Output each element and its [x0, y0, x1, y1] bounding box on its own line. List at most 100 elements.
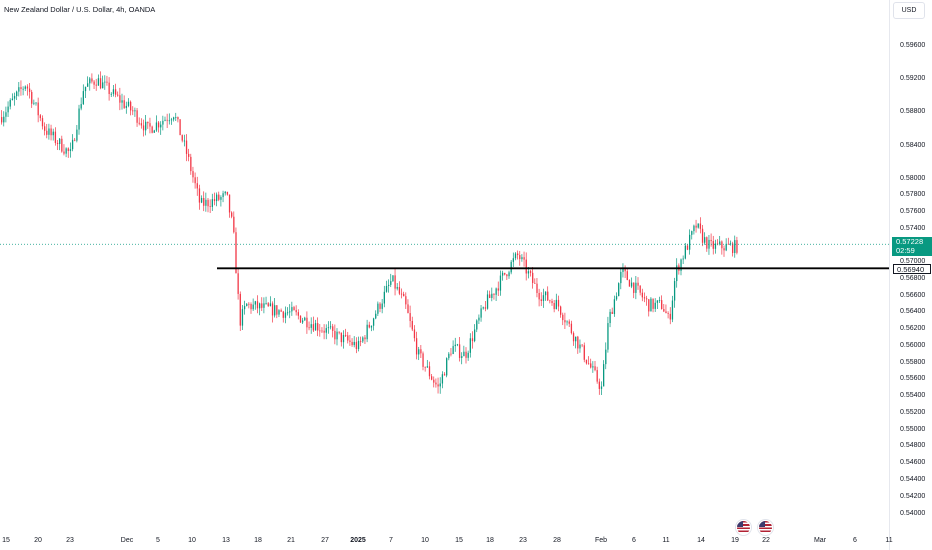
price-axis-label: 0.58800 — [900, 108, 926, 115]
us-flag-icon[interactable] — [736, 520, 751, 535]
candle-body — [424, 366, 426, 368]
candle-body — [736, 240, 738, 253]
candle-body — [566, 321, 568, 323]
candle-body — [388, 284, 390, 286]
price-axis-divider — [889, 0, 890, 550]
candle-body — [575, 336, 577, 342]
price-axis-label: 0.55200 — [900, 409, 926, 416]
candle-body — [18, 87, 20, 92]
candle-body — [396, 287, 398, 289]
candle-body — [461, 356, 463, 358]
candle-body — [446, 358, 448, 376]
candle-body — [46, 130, 48, 135]
price-axis-label: 0.55800 — [900, 359, 926, 366]
candle-body — [510, 261, 512, 273]
candle-body — [28, 88, 31, 92]
price-axis-label: 0.54400 — [900, 476, 926, 483]
candle-body — [22, 88, 24, 90]
price-axis-label: 0.56000 — [900, 342, 926, 349]
candle-body — [673, 281, 676, 301]
candle-body — [665, 311, 667, 314]
candle-body — [611, 311, 613, 314]
candle-body — [439, 383, 441, 387]
candle-body — [415, 338, 418, 355]
candle-body — [579, 344, 581, 349]
candle-body — [648, 299, 650, 312]
candle-body — [162, 120, 164, 125]
candle-body — [667, 313, 669, 314]
candle-body — [327, 327, 330, 329]
candle-body — [61, 138, 63, 152]
candle-body — [203, 198, 205, 206]
candle-body — [52, 131, 54, 136]
candle-body — [271, 303, 274, 316]
candle-body — [179, 119, 181, 136]
candle-body — [74, 139, 76, 141]
candle-body — [205, 199, 207, 206]
candle-body — [493, 293, 495, 295]
candle-body — [557, 299, 560, 307]
candle-body — [420, 349, 422, 354]
price-axis-label: 0.57800 — [900, 191, 926, 198]
candle-body — [706, 237, 708, 249]
candle-body — [200, 198, 203, 203]
candle-body — [289, 311, 291, 313]
candle-body — [151, 126, 153, 133]
price-axis-label: 0.57400 — [900, 225, 926, 232]
candle-body — [596, 370, 598, 382]
last-price-tag: 0.57228 02:59 — [892, 237, 932, 256]
candle-body — [1, 117, 3, 123]
candle-body — [463, 351, 465, 357]
candle-body — [529, 271, 532, 273]
candle-body — [267, 303, 269, 307]
candle-body — [226, 191, 229, 195]
candle-body — [714, 243, 717, 249]
candle-body — [97, 78, 100, 86]
time-axis-label: Dec — [120, 537, 134, 544]
candle-body — [276, 305, 278, 315]
candle-body — [560, 306, 562, 315]
us-flag-icon[interactable] — [758, 520, 773, 535]
candle-body — [125, 105, 127, 108]
candle-body — [661, 300, 663, 309]
candle-body — [65, 148, 67, 154]
candle-body — [630, 282, 633, 287]
time-axis-label: 14 — [697, 537, 705, 544]
candle-body — [622, 268, 624, 272]
candle-body — [112, 89, 115, 94]
candle-body — [181, 135, 183, 141]
candle-body — [465, 351, 467, 358]
candle-body — [379, 303, 381, 309]
candle-body — [377, 303, 379, 314]
candle-body — [349, 340, 351, 342]
candle-body — [48, 128, 50, 135]
candle-body — [643, 297, 646, 299]
candle-body — [319, 330, 321, 332]
currency-button[interactable]: USD — [893, 2, 925, 19]
candle-body — [160, 124, 162, 128]
candle-body — [628, 280, 631, 287]
time-axis-label: Mar — [813, 537, 827, 544]
candle-body — [501, 272, 504, 276]
time-axis-label: 20 — [34, 537, 42, 544]
candle-body — [609, 311, 611, 324]
candle-body — [170, 119, 173, 121]
candle-body — [16, 91, 18, 97]
candle-body — [732, 243, 734, 253]
candle-body — [433, 379, 435, 383]
candle-body — [11, 98, 14, 101]
candle-body — [334, 330, 336, 340]
candle-body — [521, 257, 523, 260]
candle-body — [80, 104, 82, 109]
candle-body — [458, 344, 461, 358]
candle-body — [723, 248, 725, 251]
candle-body — [491, 293, 493, 298]
candle-body — [639, 285, 641, 293]
horizontal-line-price-tag[interactable]: 0.56940 — [893, 264, 931, 274]
candle-body — [297, 312, 299, 316]
candle-body — [20, 87, 22, 89]
candle-body — [467, 352, 469, 358]
candle-body — [551, 301, 553, 303]
